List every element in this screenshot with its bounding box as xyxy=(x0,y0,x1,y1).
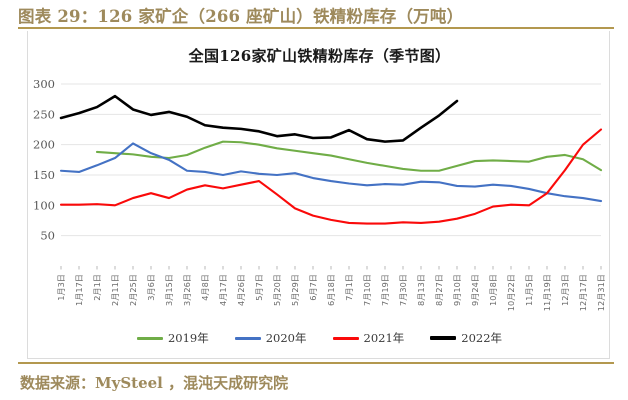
x-axis-tick-label: 12月3日 xyxy=(560,274,570,306)
chart-title: 全国126家矿山铁精粉库存（季节图） xyxy=(188,47,451,65)
x-axis-tick-label: 9月24日 xyxy=(470,274,480,306)
y-axis-tick-label: 300 xyxy=(33,77,55,91)
series-line-2020年 xyxy=(59,142,603,203)
x-axis-tick-label: 7月30日 xyxy=(398,274,408,306)
x-axis-tick-label: 7月10日 xyxy=(362,274,372,306)
series-line-2019年 xyxy=(95,140,603,172)
legend-item-2021年[interactable]: 2021年 xyxy=(332,330,405,346)
legend-label: 2021年 xyxy=(363,331,405,345)
x-axis-tick-label: 5月7日 xyxy=(254,274,264,301)
x-axis-tick-label: 12月17日 xyxy=(578,274,588,311)
caption-rule-top xyxy=(18,27,614,29)
x-axis-tick-label: 5月20日 xyxy=(272,274,282,306)
x-axis-tick-label: 3月6日 xyxy=(146,274,156,301)
line-chart-svg: 50 100 150 200 250 300 1月3日 1月17日 2月1日 2月11日 2月25日… xyxy=(33,77,606,311)
series-line-2022年 xyxy=(59,94,459,143)
source-note: 数据来源：MySteel ，混沌天成研究院 xyxy=(20,373,289,392)
legend-label: 2020年 xyxy=(265,331,307,345)
x-axis-tick-label: 4月8日 xyxy=(200,274,210,301)
x-axis-tick-label: 4月26日 xyxy=(236,274,246,306)
x-axis-tick-label: 11月19日 xyxy=(542,274,552,311)
legend-color-swatch xyxy=(332,336,359,340)
x-axis-tick-label: 4月17日 xyxy=(218,274,228,306)
x-axis-tick-label: 9月10日 xyxy=(452,274,462,306)
chart-card: 全国126家矿山铁精粉库存（季节图） 50 100 150 200 250 300 1月3日… xyxy=(27,31,610,359)
legend-label: 2022年 xyxy=(461,331,503,345)
x-axis-tick-label: 1月3日 xyxy=(56,274,66,301)
x-axis-tick-label: 10月8日 xyxy=(488,274,498,306)
x-axis-tick-label: 8月13日 xyxy=(416,274,426,306)
x-axis-tick-label: 12月31日 xyxy=(596,274,606,311)
x-axis-tick-label: 6月18日 xyxy=(326,274,336,306)
x-axis-tick-label: 3月15日 xyxy=(164,274,174,306)
x-axis-tick-label: 7月1日 xyxy=(344,274,354,301)
legend-color-swatch xyxy=(430,336,457,340)
x-axis-tick-label: 5月29日 xyxy=(290,274,300,306)
y-axis-tick-label: 150 xyxy=(33,168,55,182)
legend-label: 2019年 xyxy=(167,331,209,345)
y-axis-tick-label: 50 xyxy=(40,229,55,243)
legend-item-2019年[interactable]: 2019年 xyxy=(136,330,209,346)
y-axis-tick-label: 200 xyxy=(33,138,55,152)
plot-area: 50 100 150 200 250 300 1月3日 1月17日 2月1日 2月11日 2月25日… xyxy=(28,31,611,359)
y-axis-tick-label: 250 xyxy=(33,107,55,121)
x-axis-tick-label: 2月11日 xyxy=(110,274,120,306)
source-rule-bottom xyxy=(18,362,614,364)
chart-legend: 2019年 2020年 2021年 2022年 xyxy=(28,327,611,349)
x-axis-tick-label: 1月17日 xyxy=(74,274,84,306)
legend-item-2020年[interactable]: 2020年 xyxy=(234,330,307,346)
y-axis-tick-label: 100 xyxy=(33,198,55,212)
series-line-2021年 xyxy=(59,128,603,225)
x-axis-tick-label: 6月7日 xyxy=(308,274,318,301)
legend-color-swatch xyxy=(136,336,163,340)
x-axis-tick-label: 10月22日 xyxy=(506,274,516,311)
x-axis-tick-label: 2月25日 xyxy=(128,274,138,306)
legend-color-swatch xyxy=(234,336,261,340)
x-axis-tick-label: 7月19日 xyxy=(380,274,390,306)
figure-caption: 图表 29：126 家矿企（266 座矿山）铁精粉库存（万吨） xyxy=(18,7,464,26)
x-axis-tick-label: 3月26日 xyxy=(182,274,192,306)
x-axis-tick-label: 2月1日 xyxy=(92,274,102,301)
x-axis-tick-label: 8月27日 xyxy=(434,274,444,306)
x-axis-tick-label: 11月5日 xyxy=(524,274,534,306)
legend-item-2022年[interactable]: 2022年 xyxy=(430,330,502,346)
